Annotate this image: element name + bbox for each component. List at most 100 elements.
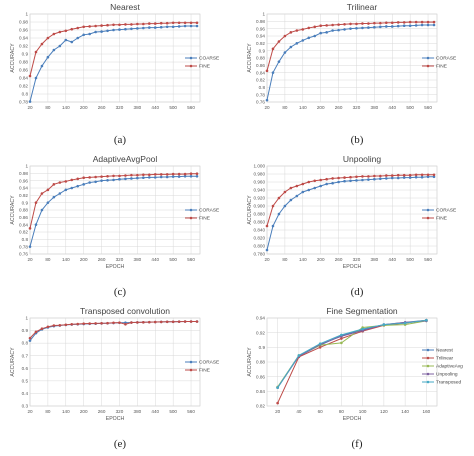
y-axis-label: ACCURACY — [247, 43, 253, 73]
data-point — [34, 223, 38, 226]
legend-label: CORASE — [199, 208, 219, 214]
legend-marker — [426, 348, 430, 352]
data-point — [94, 180, 97, 184]
data-point — [331, 177, 334, 180]
x-tick-label: 140 — [62, 409, 70, 414]
y-tick-label: 0.9 — [22, 52, 29, 57]
x-tick-label: 40 — [296, 409, 302, 414]
chart-panel-d: 0.780 0.800 0.820 0.840 0.860 0.880 0.900 0.920… — [237, 152, 474, 304]
chart-svg: 0.76 0.78 0.8 0.82 0.84 0.86 0.88 0.9 0.92 0.94 0.… — [247, 2, 456, 146]
data-point — [28, 245, 32, 248]
data-point — [402, 173, 406, 177]
chart-svg: 0.82 0.84 0.86 0.88 0.9 0.92 0.94 20 40 60 80 100 12… — [247, 306, 463, 450]
data-point — [28, 336, 32, 340]
data-point — [100, 30, 103, 33]
x-tick-label: 440 — [151, 257, 159, 262]
x-tick-label: 560 — [424, 257, 432, 262]
data-point — [301, 182, 305, 186]
y-tick-label: 0.9 — [22, 200, 29, 205]
data-point — [189, 172, 193, 175]
legend-label: Trilinear — [436, 356, 454, 362]
legend-label: Transposed — [436, 380, 461, 386]
data-point — [355, 22, 358, 26]
data-point — [307, 188, 311, 192]
data-point — [408, 20, 412, 24]
chart-title: Nearest — [110, 2, 140, 12]
data-point — [361, 327, 364, 331]
data-point — [100, 175, 103, 178]
data-point — [414, 20, 418, 24]
x-tick-label: 100 — [359, 409, 367, 414]
data-point — [402, 21, 406, 24]
y-tick-label: 1 — [25, 12, 28, 17]
data-point — [426, 23, 430, 27]
data-point — [265, 98, 269, 102]
data-point — [159, 320, 163, 324]
data-point — [118, 174, 121, 178]
x-tick-label: 500 — [406, 105, 414, 110]
data-point — [88, 25, 91, 28]
data-point — [70, 322, 74, 326]
data-point — [165, 175, 169, 179]
x-tick-label: 560 — [187, 409, 195, 414]
data-point — [420, 175, 424, 179]
data-point — [136, 321, 139, 324]
y-tick-label: 0.5 — [22, 378, 29, 383]
data-point — [70, 186, 74, 190]
data-point — [373, 21, 376, 25]
x-tick-label: 80 — [45, 257, 51, 262]
y-tick-label: 0.82 — [19, 230, 28, 235]
data-point — [171, 21, 175, 25]
data-point — [355, 179, 358, 182]
data-point — [408, 176, 412, 179]
data-point — [70, 27, 74, 31]
data-point — [318, 342, 322, 345]
data-point — [384, 177, 388, 180]
x-tick-label: 380 — [134, 105, 142, 110]
data-point — [426, 20, 430, 24]
y-tick-label: 0.900 — [254, 204, 266, 209]
data-point — [88, 176, 91, 179]
data-point — [313, 34, 317, 38]
x-tick-label: 560 — [187, 105, 195, 110]
data-point — [136, 22, 139, 26]
data-point — [390, 25, 394, 28]
data-point — [289, 45, 293, 49]
data-point — [46, 201, 50, 204]
y-tick-label: 0.86 — [19, 215, 28, 220]
data-point — [396, 24, 400, 28]
data-point — [271, 204, 275, 208]
data-point — [52, 183, 56, 186]
data-point — [100, 24, 103, 27]
legend-marker — [189, 208, 193, 212]
y-axis-label: ACCURACY — [247, 195, 253, 225]
data-point — [337, 180, 340, 184]
data-point — [118, 23, 121, 27]
y-tick-label: 0.78 — [19, 100, 28, 105]
data-point — [384, 21, 388, 25]
data-point — [390, 174, 394, 177]
data-point — [40, 192, 44, 195]
y-tick-label: 0.9 — [259, 345, 266, 350]
data-point — [130, 23, 133, 26]
data-point — [265, 248, 269, 252]
data-point — [426, 173, 430, 177]
x-tick-label: 260 — [98, 105, 106, 110]
legend-label: CORASE — [436, 208, 456, 214]
data-point — [414, 24, 418, 27]
x-tick-label: 80 — [282, 105, 288, 110]
x-tick-label: 140 — [299, 105, 307, 110]
data-point — [361, 22, 364, 25]
data-point — [142, 173, 145, 177]
data-point — [340, 333, 343, 337]
data-point — [382, 323, 386, 326]
legend-label: Nearest — [436, 348, 453, 354]
data-point — [283, 51, 287, 54]
data-point — [183, 21, 187, 25]
data-point — [76, 322, 80, 326]
data-point — [426, 175, 430, 179]
x-tick-label: 80 — [45, 105, 51, 110]
data-point — [177, 21, 181, 25]
x-tick-label: 200 — [80, 105, 88, 110]
x-tick-label: 440 — [151, 105, 159, 110]
